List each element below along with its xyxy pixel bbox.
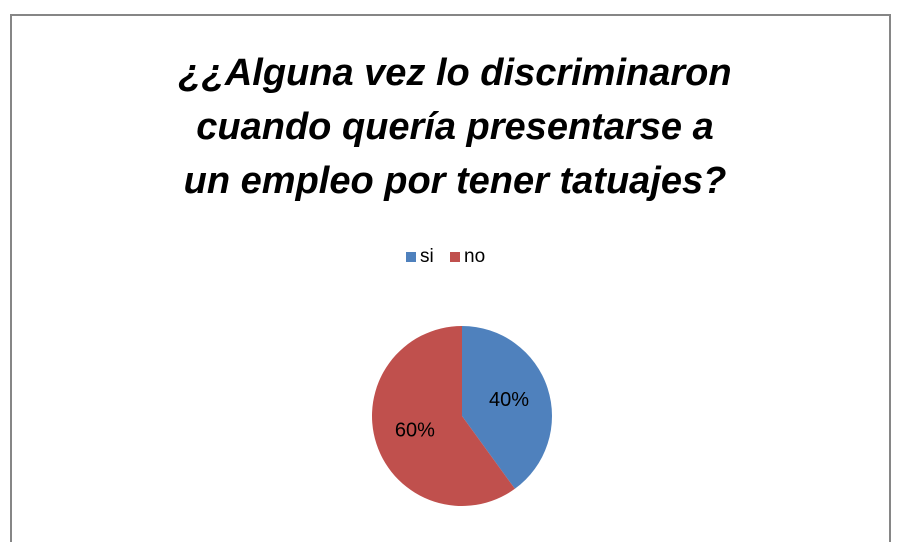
pie-slice [462,326,552,489]
legend-swatch [406,252,416,262]
legend-label: si [420,246,434,267]
legend-label: no [464,246,485,267]
legend-swatch [450,252,460,262]
data-label: 60% [395,420,435,442]
chart-frame [10,14,891,542]
pie-slice [371,326,515,506]
chart-title: ¿¿Alguna vez lo discriminaron cuando que… [178,52,732,202]
data-label: 40% [489,389,529,411]
